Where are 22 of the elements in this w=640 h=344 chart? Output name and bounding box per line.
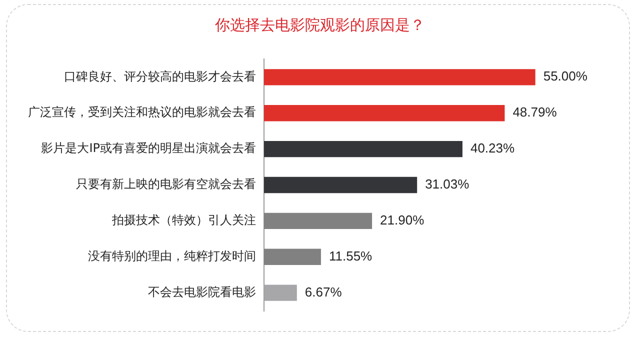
data-label: 11.55% <box>328 248 373 264</box>
data-label: 31.03% <box>425 176 470 192</box>
data-label: 6.67% <box>304 284 342 300</box>
data-label: 48.79% <box>512 104 558 120</box>
bar <box>264 69 536 86</box>
data-label: 40.23% <box>470 140 515 156</box>
data-label: 21.90% <box>380 212 425 228</box>
y-tick-label: 广泛宣传，受到关注和热议的电影就会去看 <box>28 105 256 120</box>
y-tick-label: 不会去电影院看电影 <box>148 284 256 299</box>
bar <box>264 176 418 194</box>
y-tick-label: 没有特别的理由，纯粹打发时间 <box>88 249 256 264</box>
bar <box>264 284 297 301</box>
chart-title: 你选择去电影院观影的原因是？ <box>214 16 426 35</box>
y-tick-label: 口碑良好、评分较高的电影才会去看 <box>64 69 256 84</box>
y-tick-label: 拍摄技术（特效）引人关注 <box>111 213 256 228</box>
bar <box>264 105 505 122</box>
bar <box>264 248 321 265</box>
data-label: 55.00% <box>543 68 588 84</box>
bar <box>264 212 372 230</box>
y-tick-label: 只要有新上映的电影有空就会去看 <box>76 177 256 192</box>
y-tick-label: 影片是大IP或有喜爱的明星出演就会去看 <box>41 141 256 156</box>
bar <box>264 140 462 158</box>
